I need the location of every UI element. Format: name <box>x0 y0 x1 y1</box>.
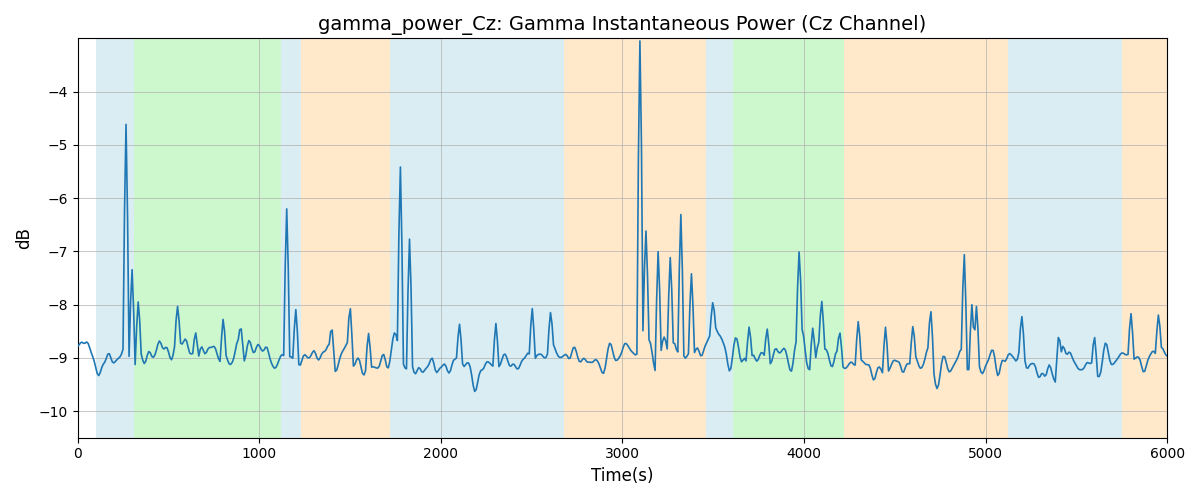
Bar <box>134 38 281 438</box>
Bar <box>564 38 706 438</box>
Bar <box>1008 38 1122 438</box>
Bar <box>281 38 301 438</box>
Bar <box>96 38 134 438</box>
Bar <box>706 38 733 438</box>
Bar <box>1122 38 1168 438</box>
Y-axis label: dB: dB <box>14 227 34 249</box>
Bar <box>301 38 390 438</box>
Bar <box>733 38 844 438</box>
Bar <box>844 38 1008 438</box>
Bar <box>390 38 564 438</box>
X-axis label: Time(s): Time(s) <box>592 467 654 485</box>
Title: gamma_power_Cz: Gamma Instantaneous Power (Cz Channel): gamma_power_Cz: Gamma Instantaneous Powe… <box>318 15 926 35</box>
